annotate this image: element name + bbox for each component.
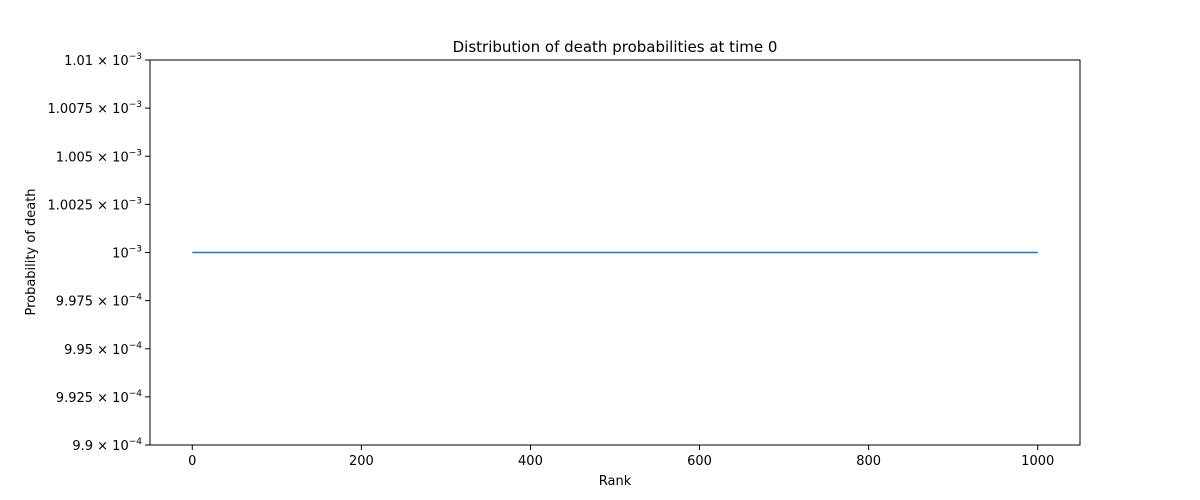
x-tick-label: 200 bbox=[349, 454, 374, 469]
x-tick-label: 600 bbox=[687, 454, 712, 469]
y-axis: 1.01 × 10−3 1.0075 × 10−3 1.005 × 10−3 1.00… bbox=[48, 52, 150, 454]
y-tick-label: 1.01 × 10−3 bbox=[64, 52, 142, 69]
x-tick-label: 400 bbox=[518, 454, 543, 469]
x-axis: 0 200 400 600 800 1000 bbox=[188, 445, 1054, 469]
y-axis-label: Probability of death bbox=[24, 188, 39, 315]
x-axis-label: Rank bbox=[599, 474, 632, 489]
y-tick-label: 10−3 bbox=[112, 245, 142, 262]
y-tick-label: 9.9 × 10−4 bbox=[72, 437, 142, 454]
y-tick-label: 1.0075 × 10−3 bbox=[48, 100, 142, 117]
y-tick-label: 9.95 × 10−4 bbox=[64, 341, 142, 358]
x-tick-label: 1000 bbox=[1021, 454, 1054, 469]
y-tick-label: 1.0025 × 10−3 bbox=[48, 196, 142, 213]
x-tick-label: 800 bbox=[856, 454, 881, 469]
x-tick-label: 0 bbox=[188, 454, 196, 469]
y-tick-label: 9.925 × 10−4 bbox=[56, 389, 142, 406]
y-tick-label: 1.005 × 10−3 bbox=[56, 148, 142, 165]
y-tick-label: 9.975 × 10−4 bbox=[56, 293, 142, 310]
chart-title: Distribution of death probabilities at t… bbox=[453, 38, 778, 56]
